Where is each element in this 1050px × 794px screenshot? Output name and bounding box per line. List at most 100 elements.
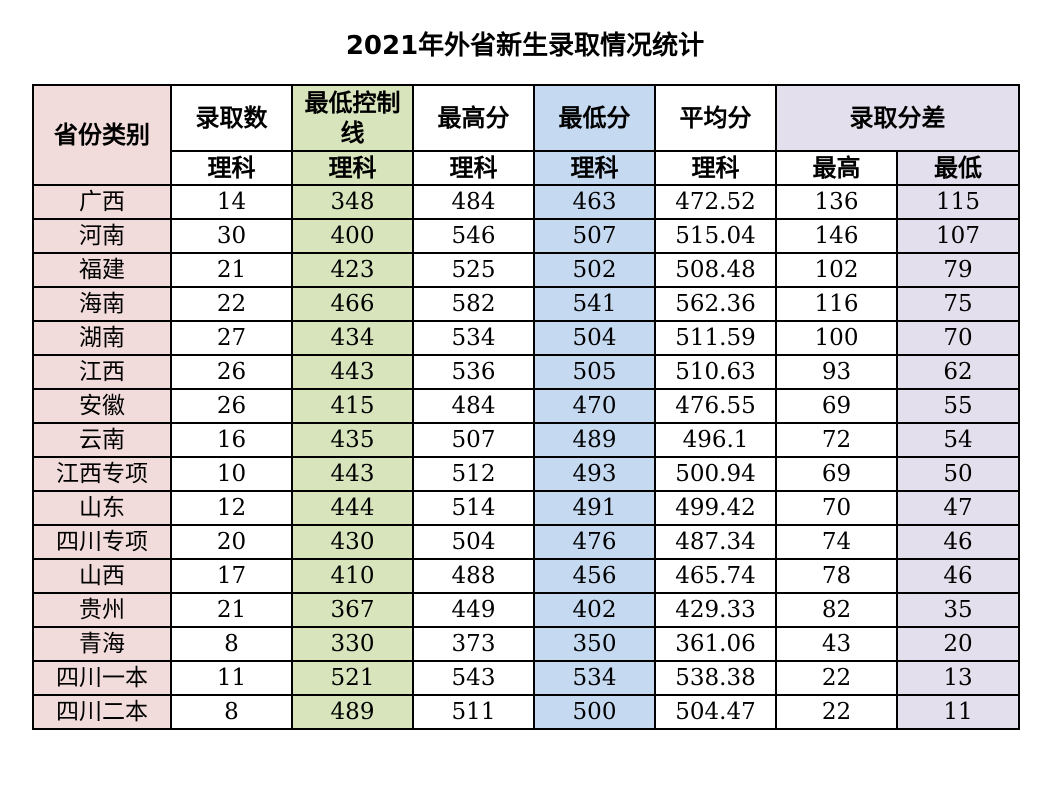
cell-diff-min: 47 — [896, 490, 1020, 526]
cell-province: 贵州 — [32, 592, 172, 628]
cell-diff-max: 22 — [775, 694, 898, 730]
cell-control-line: 521 — [291, 660, 414, 696]
cell-admitted: 12 — [170, 490, 293, 526]
cell-admitted: 11 — [170, 660, 293, 696]
cell-control-line: 430 — [291, 524, 414, 560]
table-row: 贵州 21 367 449 402 429.33 82 35 — [32, 592, 1020, 628]
subheader-science: 理科 — [170, 150, 293, 186]
cell-min-score: 493 — [533, 456, 656, 492]
subheader-row: 理科 理科 理科 理科 理科 最高 最低 — [33, 150, 1020, 186]
header-admitted: 录取数 — [170, 84, 293, 152]
subheader-science: 理科 — [412, 150, 535, 186]
table-row: 四川二本 8 489 511 500 504.47 22 11 — [32, 694, 1020, 730]
table-row: 江西专项 10 443 512 493 500.94 69 50 — [32, 456, 1020, 492]
cell-min-score: 470 — [533, 388, 656, 424]
cell-diff-max: 22 — [775, 660, 898, 696]
table-row: 湖南 27 434 534 504 511.59 100 70 — [32, 320, 1020, 356]
cell-avg-score: 465.74 — [654, 558, 777, 594]
cell-province: 湖南 — [32, 320, 172, 356]
cell-avg-score: 511.59 — [654, 320, 777, 356]
cell-diff-min: 20 — [896, 626, 1020, 662]
cell-control-line: 435 — [291, 422, 414, 458]
cell-admitted: 22 — [170, 286, 293, 322]
table-row: 广西 14 348 484 463 472.52 136 115 — [32, 184, 1020, 220]
cell-admitted: 8 — [170, 626, 293, 662]
cell-control-line: 444 — [291, 490, 414, 526]
cell-province: 广西 — [32, 184, 172, 220]
cell-min-score: 402 — [533, 592, 656, 628]
cell-diff-max: 116 — [775, 286, 898, 322]
page-title: 2021年外省新生录取情况统计 — [345, 31, 705, 61]
cell-max-score: 484 — [412, 388, 535, 424]
cell-min-score: 505 — [533, 354, 656, 390]
cell-diff-min: 70 — [896, 320, 1020, 356]
cell-control-line: 443 — [291, 354, 414, 390]
cell-min-score: 534 — [533, 660, 656, 696]
cell-admitted: 8 — [170, 694, 293, 730]
cell-avg-score: 487.34 — [654, 524, 777, 560]
cell-min-score: 489 — [533, 422, 656, 458]
cell-control-line: 466 — [291, 286, 414, 322]
cell-diff-max: 43 — [775, 626, 898, 662]
cell-control-line: 330 — [291, 626, 414, 662]
cell-max-score: 546 — [412, 218, 535, 254]
cell-diff-min: 75 — [896, 286, 1020, 322]
cell-diff-max: 136 — [775, 184, 898, 220]
cell-diff-min: 46 — [896, 558, 1020, 594]
cell-diff-max: 78 — [775, 558, 898, 594]
cell-max-score: 511 — [412, 694, 535, 730]
cell-max-score: 514 — [412, 490, 535, 526]
cell-diff-min: 115 — [896, 184, 1020, 220]
cell-control-line: 367 — [291, 592, 414, 628]
cell-min-score: 463 — [533, 184, 656, 220]
cell-max-score: 534 — [412, 320, 535, 356]
cell-min-score: 476 — [533, 524, 656, 560]
cell-province: 福建 — [32, 252, 172, 288]
cell-avg-score: 361.06 — [654, 626, 777, 662]
cell-control-line: 489 — [291, 694, 414, 730]
cell-province: 海南 — [32, 286, 172, 322]
cell-province: 江西专项 — [32, 456, 172, 492]
cell-admitted: 27 — [170, 320, 293, 356]
cell-control-line: 410 — [291, 558, 414, 594]
cell-avg-score: 472.52 — [654, 184, 777, 220]
subheader-science: 理科 — [533, 150, 656, 186]
table-row: 江西 26 443 536 505 510.63 93 62 — [32, 354, 1020, 390]
header-avg-score: 平均分 — [654, 84, 777, 152]
cell-avg-score: 496.1 — [654, 422, 777, 458]
cell-min-score: 491 — [533, 490, 656, 526]
subheader-science: 理科 — [654, 150, 777, 186]
table-row: 海南 22 466 582 541 562.36 116 75 — [32, 286, 1020, 322]
cell-max-score: 449 — [412, 592, 535, 628]
cell-max-score: 582 — [412, 286, 535, 322]
cell-province: 山东 — [32, 490, 172, 526]
cell-avg-score: 515.04 — [654, 218, 777, 254]
cell-diff-max: 69 — [775, 456, 898, 492]
cell-avg-score: 504.47 — [654, 694, 777, 730]
table-row: 福建 21 423 525 502 508.48 102 79 — [32, 252, 1020, 288]
cell-diff-max: 70 — [775, 490, 898, 526]
cell-province: 云南 — [32, 422, 172, 458]
cell-min-score: 502 — [533, 252, 656, 288]
table-row: 安徽 26 415 484 470 476.55 69 55 — [32, 388, 1020, 424]
cell-avg-score: 508.48 — [654, 252, 777, 288]
header-row: 省份类别 录取数 最低控制线 最高分 最低分 平均分 录取分差 — [32, 84, 1020, 186]
cell-min-score: 541 — [533, 286, 656, 322]
cell-max-score: 543 — [412, 660, 535, 696]
cell-diff-min: 50 — [896, 456, 1020, 492]
cell-admitted: 21 — [170, 592, 293, 628]
cell-province: 河南 — [32, 218, 172, 254]
cell-control-line: 423 — [291, 252, 414, 288]
cell-province: 四川专项 — [32, 524, 172, 560]
cell-control-line: 415 — [291, 388, 414, 424]
cell-admitted: 20 — [170, 524, 293, 560]
cell-diff-min: 46 — [896, 524, 1020, 560]
cell-max-score: 512 — [412, 456, 535, 492]
cell-max-score: 484 — [412, 184, 535, 220]
table-row: 河南 30 400 546 507 515.04 146 107 — [32, 218, 1020, 254]
subheader-science: 理科 — [291, 150, 414, 186]
cell-max-score: 525 — [412, 252, 535, 288]
cell-control-line: 400 — [291, 218, 414, 254]
cell-province: 青海 — [32, 626, 172, 662]
cell-province: 山西 — [32, 558, 172, 594]
